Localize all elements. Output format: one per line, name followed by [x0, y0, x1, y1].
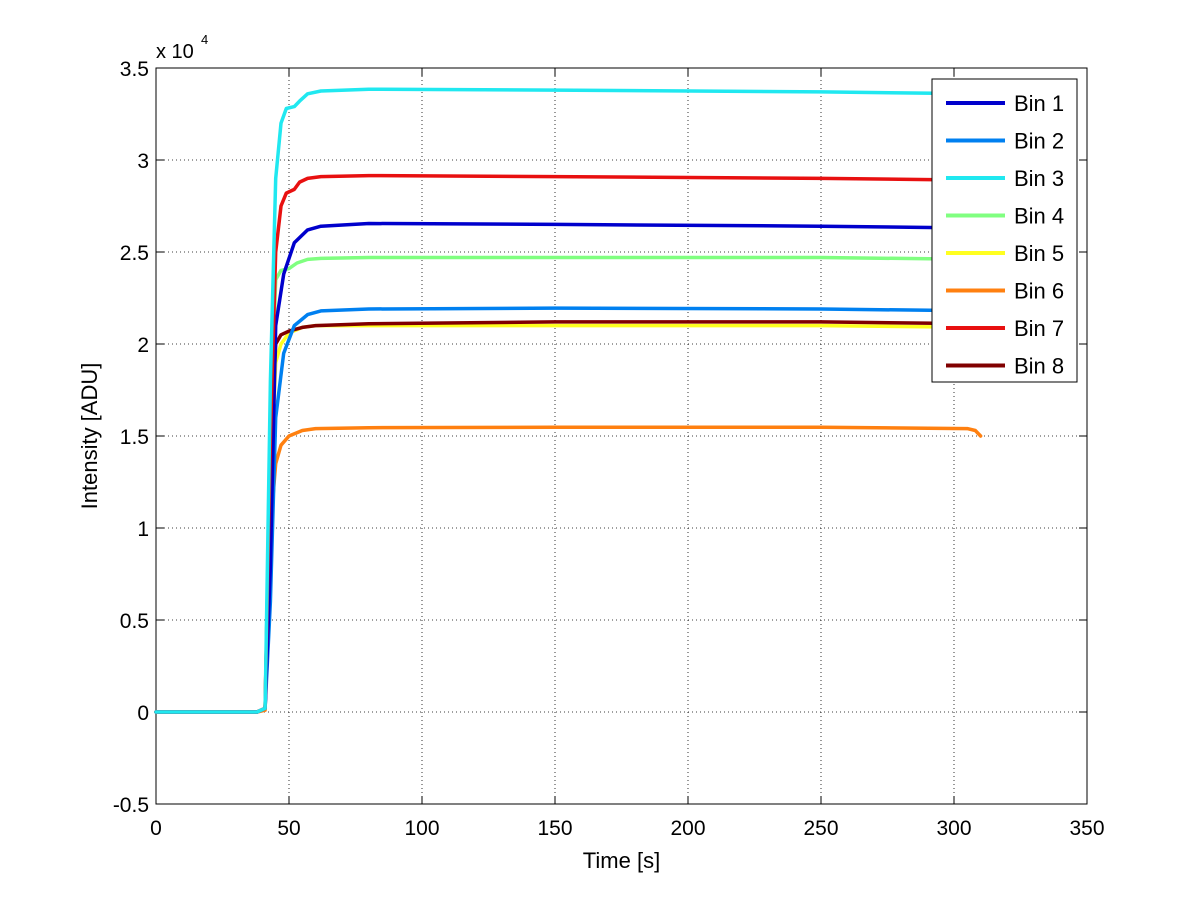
x-tick-label: 100	[404, 817, 439, 840]
legend-label: Bin 2	[1014, 129, 1064, 154]
y-tick-label: 1	[137, 518, 149, 541]
x-tick-label: 200	[670, 817, 705, 840]
y-tick-label: -0.5	[113, 794, 149, 817]
x-tick-label: 300	[936, 817, 971, 840]
legend-label: Bin 3	[1014, 166, 1064, 191]
series-line	[154, 87, 983, 714]
y-tick-label: 0	[137, 702, 149, 725]
y-axis-title: Intensity [ADU]	[77, 363, 102, 510]
y-tick-label: 3.5	[120, 58, 149, 81]
y-tick-label: 1.5	[120, 426, 149, 449]
axis-ticks: 0 50 100 150 200 250 300 350-0.500.511.522.533.…	[113, 58, 1105, 840]
x-tick-label: 250	[803, 817, 838, 840]
y-tick-label: 2	[137, 334, 149, 357]
x-axis-title: Time [s]	[583, 848, 660, 873]
legend: Bin 1 Bin 2 Bin 3 Bin 4 Bin 5 Bin 6 Bin 7 Bin 8	[931, 78, 1078, 383]
y-tick-label: 2.5	[120, 242, 149, 265]
legend-label: Bin 6	[1014, 279, 1064, 304]
x-tick-label: 350	[1069, 817, 1104, 840]
y-scale-exponent: 4	[201, 32, 208, 47]
y-tick-label: 0.5	[120, 610, 149, 633]
x-tick-label: 0	[150, 817, 162, 840]
x-tick-label: 50	[277, 817, 300, 840]
legend-label: Bin 1	[1014, 91, 1064, 116]
legend-label: Bin 7	[1014, 316, 1064, 341]
y-tick-label: 3	[137, 150, 149, 173]
legend-label: Bin 8	[1014, 354, 1064, 379]
series-lines	[154, 87, 983, 714]
y-scale-multiplier: x 10	[156, 41, 194, 63]
legend-box	[931, 78, 1078, 383]
legend-label: Bin 4	[1014, 204, 1064, 229]
x-tick-label: 150	[537, 817, 572, 840]
legend-label: Bin 5	[1014, 241, 1064, 266]
